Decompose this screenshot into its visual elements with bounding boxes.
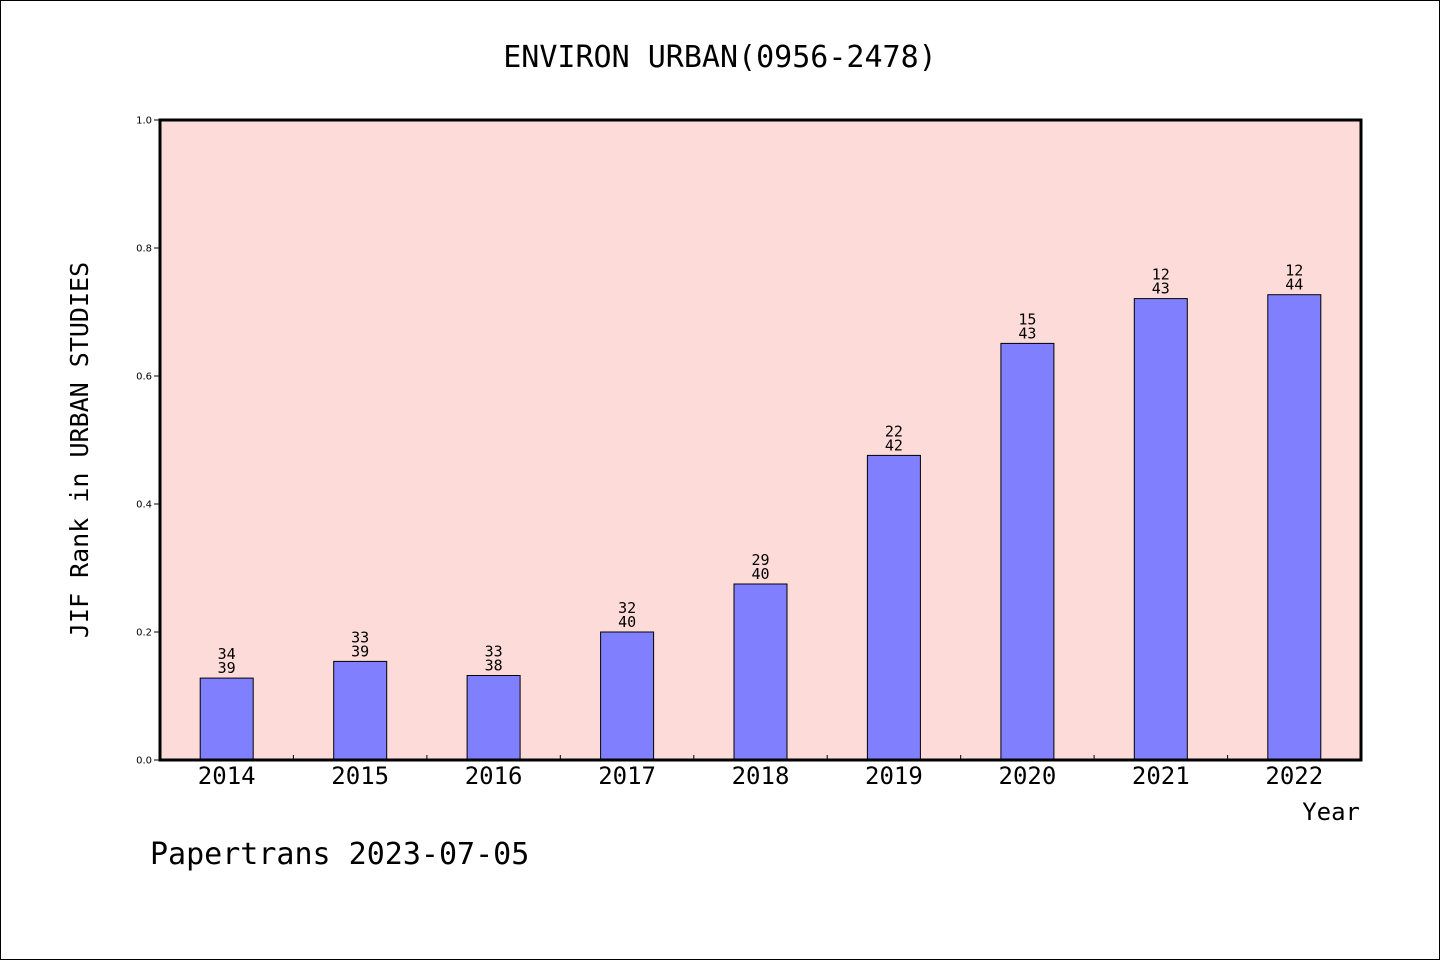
bar-2022 [1267, 294, 1322, 761]
bar-total-label-2015: 39 [351, 642, 369, 660]
bar-total-label-2019: 42 [885, 436, 903, 454]
x-tick-label-2021: 2021 [1132, 762, 1190, 790]
x-tick-label-2018: 2018 [732, 762, 790, 790]
bar-total-label-2017: 40 [618, 613, 636, 631]
bar-rank-label-2021: 12 [1152, 266, 1170, 284]
x-tick-label-2020: 2020 [999, 762, 1057, 790]
y-tick-label: 0.4 [136, 500, 152, 511]
x-tick-label-2019: 2019 [865, 762, 923, 790]
y-axis-label: JIF Rank in URBAN STUDIES [65, 262, 94, 638]
y-tick-label: 0.6 [136, 372, 152, 383]
bar-rank-label-2019: 22 [885, 422, 903, 440]
footer-text: Papertrans 2023-07-05 [150, 837, 529, 872]
bar-rank-label-2020: 15 [1018, 310, 1036, 328]
bar-2016 [466, 675, 521, 761]
y-tick-label: 0.2 [136, 628, 152, 639]
bar-2017 [600, 631, 655, 761]
x-axis-label: Year [1302, 798, 1360, 826]
x-tick-label-2022: 2022 [1265, 762, 1323, 790]
bar-2015 [333, 660, 388, 761]
bars-group [199, 294, 1322, 761]
bar-2019 [866, 454, 921, 761]
x-tick-label-2017: 2017 [598, 762, 656, 790]
chart-title: ENVIRON URBAN(0956-2478) [503, 40, 936, 75]
bar-rank-label-2018: 29 [751, 551, 769, 569]
plot-border [158, 118, 1363, 762]
x-tick-label-2015: 2015 [331, 762, 389, 790]
bar-2018 [733, 583, 788, 761]
bar-total-label-2014: 39 [218, 659, 236, 677]
y-tick-label: 0.0 [136, 756, 152, 767]
x-tick-label-2016: 2016 [465, 762, 523, 790]
bar-rank-label-2014: 34 [218, 645, 236, 663]
bar-total-label-2018: 40 [751, 565, 769, 583]
bar-rank-label-2015: 33 [351, 628, 369, 646]
bar-total-label-2020: 43 [1018, 324, 1036, 342]
bar-rank-label-2016: 33 [485, 643, 503, 661]
y-axis: 0.0 0.2 0.4 0.6 0.8 1.0 [136, 116, 160, 767]
bar-total-label-2016: 38 [485, 657, 503, 675]
y-tick-label: 1.0 [136, 116, 152, 127]
bar-rank-label-2017: 32 [618, 599, 636, 617]
bar-2014 [199, 677, 254, 761]
bar-total-label-2021: 43 [1152, 280, 1170, 298]
x-tick-label-2014: 2014 [198, 762, 256, 790]
x-axis: 2014 2015 2016 2017 2018 2019 2020 2021 2022 [198, 755, 1323, 790]
bar-total-label-2022: 44 [1285, 276, 1303, 294]
y-tick-label: 0.8 [136, 244, 152, 255]
bar-2021 [1133, 298, 1188, 761]
bar-rank-label-2022: 12 [1285, 262, 1303, 280]
bar-2020 [1000, 342, 1055, 761]
